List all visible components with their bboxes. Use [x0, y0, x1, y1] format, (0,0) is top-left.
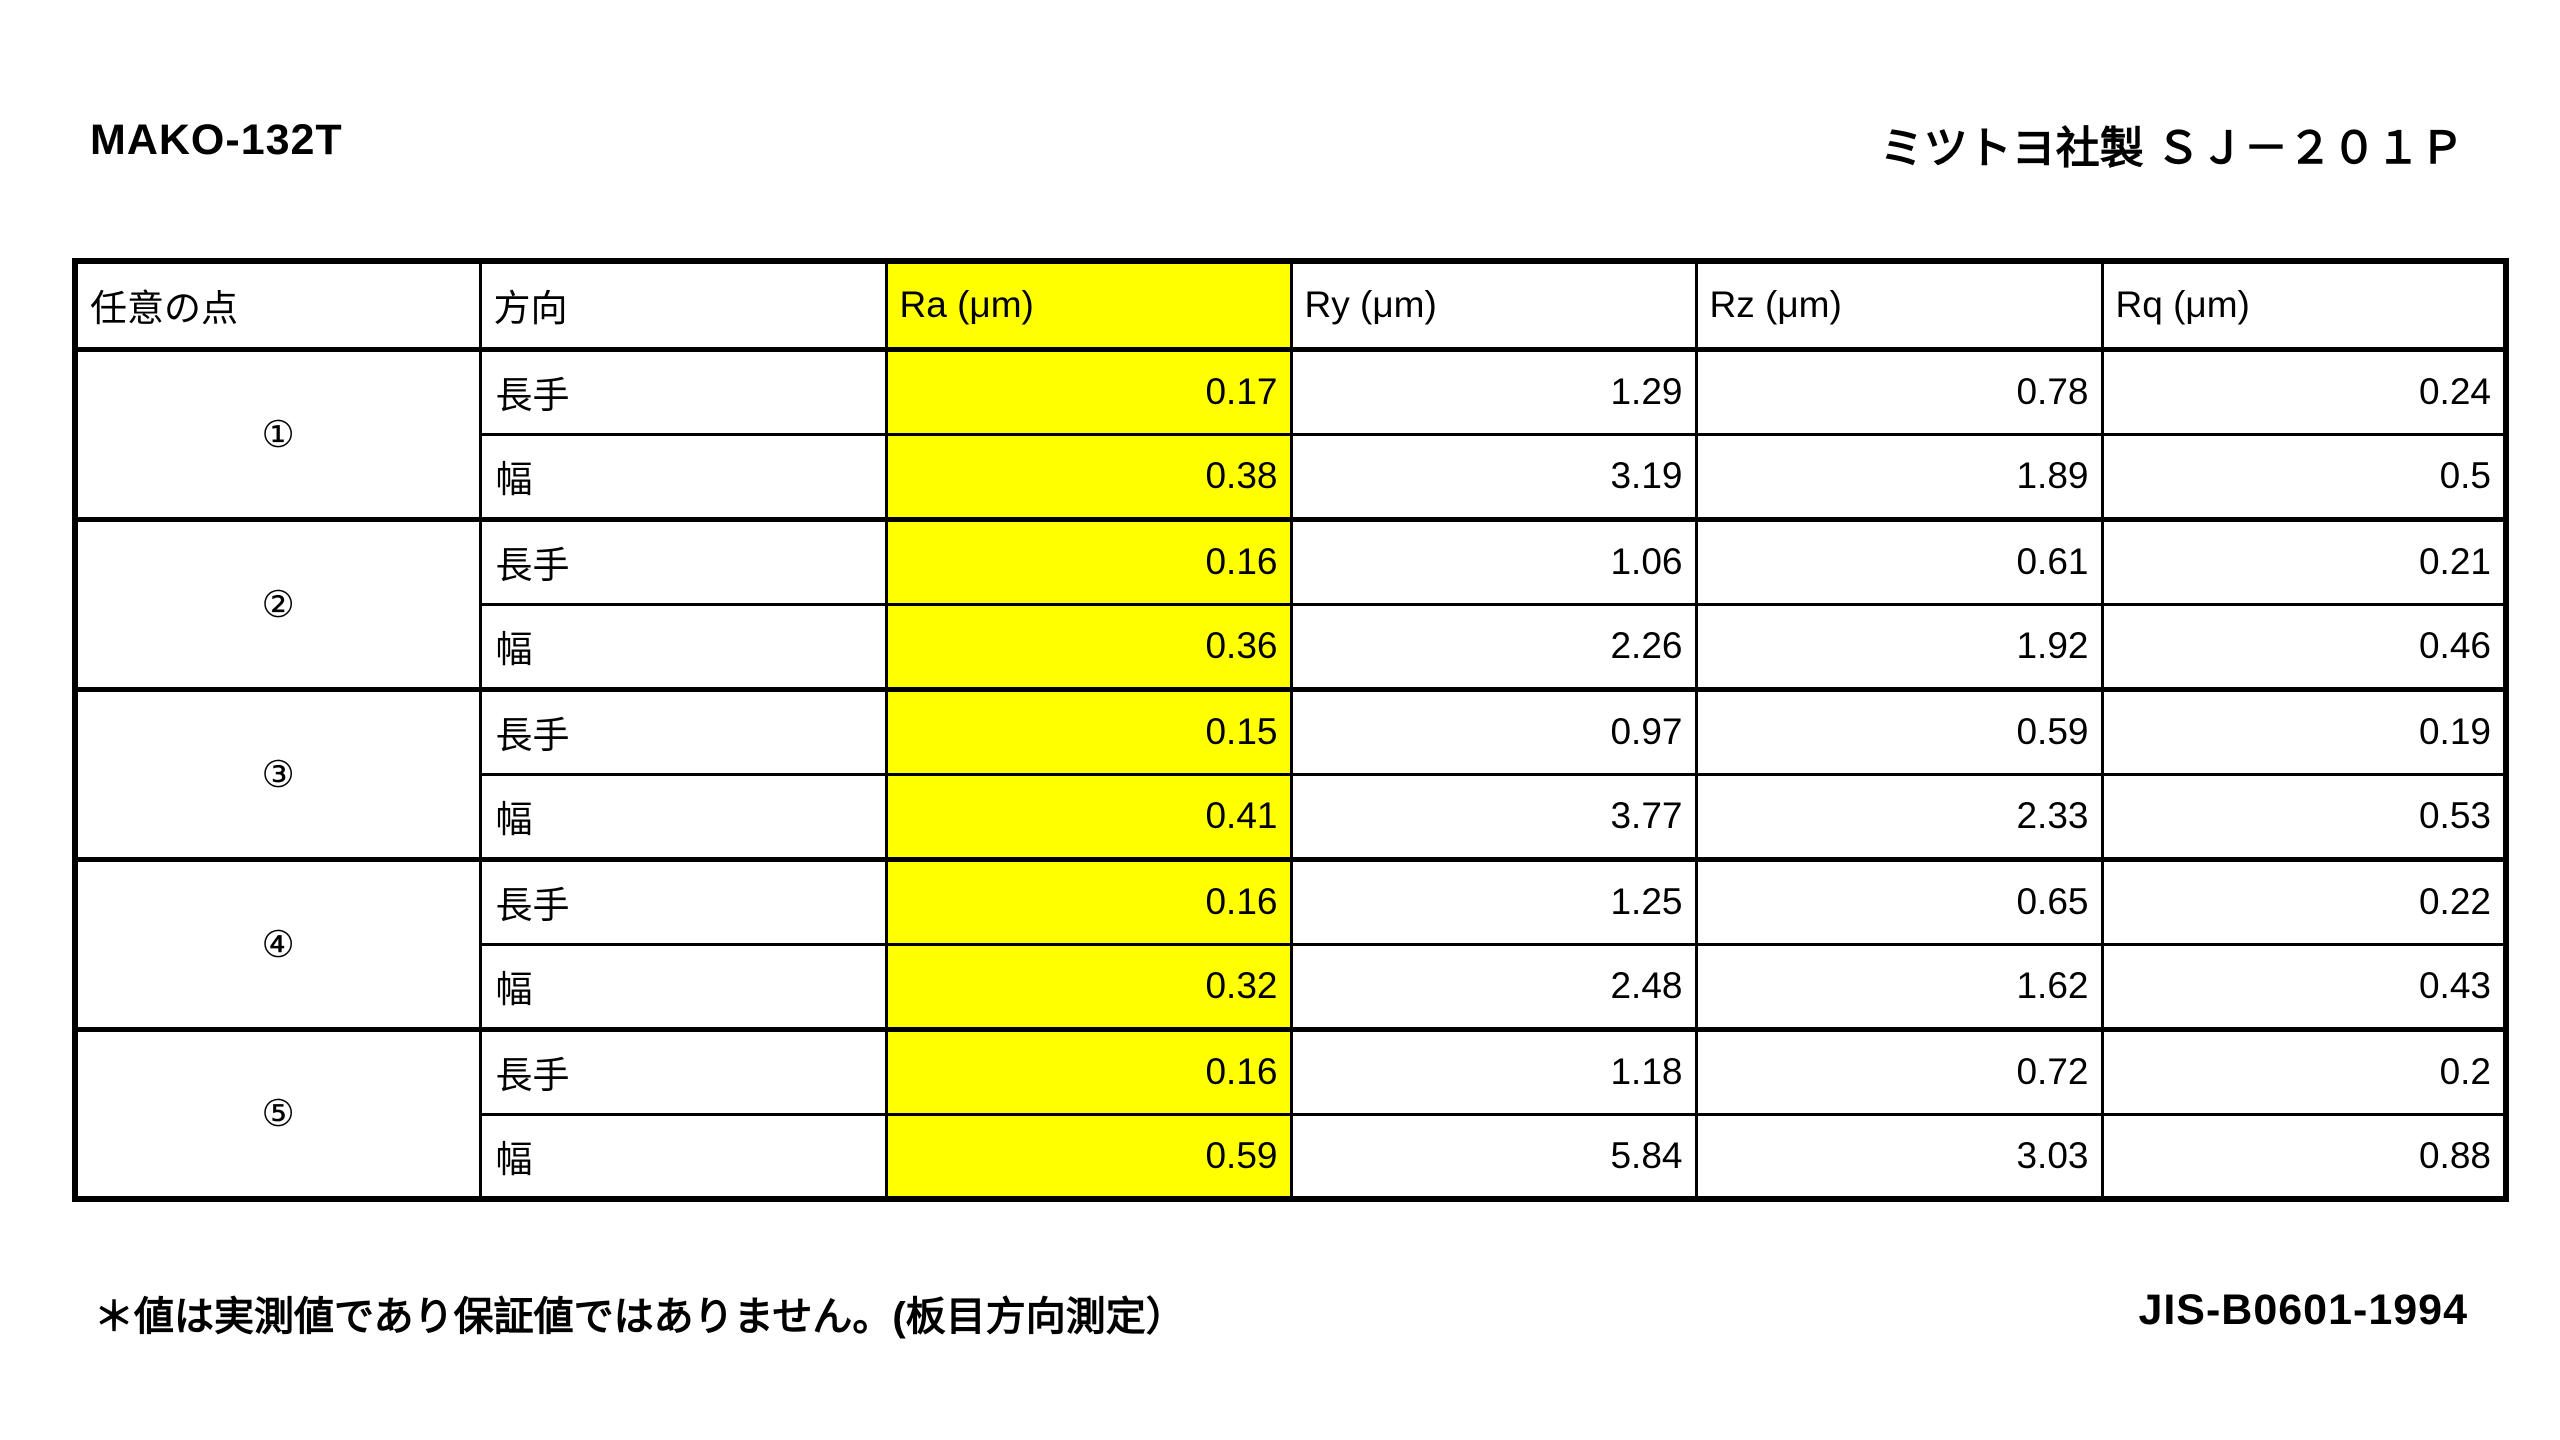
table-row: ③ 長手 0.15 0.97 0.59 0.19	[73, 686, 2508, 861]
table-header-row: 任意の点 方向 Ra (μm) Ry (μm) Rz (μm) Rq (μm)	[73, 259, 2508, 352]
direction-cell: 幅	[478, 602, 888, 691]
col-header-rz: Rz (μm)	[1694, 259, 2104, 352]
table-row: 幅 0.38 3.19 1.89 0.5	[75, 432, 2508, 521]
rq-cell: 0.88	[2100, 1112, 2508, 1201]
rz-cell: 1.92	[1694, 602, 2104, 691]
ry-cell: 1.25	[1289, 856, 1698, 946]
ra-cell: 0.15	[884, 686, 1293, 776]
rz-cell: 0.72	[1694, 1026, 2104, 1116]
direction-cell: 幅	[478, 1112, 888, 1201]
ry-cell: 1.29	[1289, 347, 1698, 436]
col-header-rq: Rq (μm)	[2100, 259, 2508, 352]
ry-cell: 2.26	[1289, 602, 1698, 691]
ry-cell: 1.06	[1289, 516, 1698, 606]
rz-cell: 1.89	[1694, 432, 2104, 521]
rz-cell: 3.03	[1694, 1112, 2104, 1201]
table-row: 幅 0.32 2.48 1.62 0.43	[75, 942, 2508, 1031]
point-cell: ⑤	[73, 1026, 482, 1201]
rq-cell: 0.46	[2100, 602, 2508, 691]
point-cell: ③	[73, 686, 482, 861]
table-row: ① 長手 0.17 1.29 0.78 0.24	[73, 347, 2508, 521]
direction-cell: 長手	[478, 516, 888, 606]
col-header-direction: 方向	[478, 259, 888, 352]
rz-cell: 1.62	[1694, 942, 2104, 1031]
direction-cell: 幅	[478, 772, 888, 861]
direction-cell: 幅	[478, 432, 888, 521]
rz-cell: 0.61	[1694, 516, 2104, 606]
rq-cell: 0.43	[2100, 942, 2508, 1031]
rq-cell: 0.22	[2100, 856, 2508, 946]
point-cell: ①	[73, 347, 482, 521]
ra-cell: 0.41	[884, 772, 1293, 861]
ra-cell: 0.32	[884, 942, 1293, 1031]
ry-cell: 1.18	[1289, 1026, 1698, 1116]
table-row: 幅 0.59 5.84 3.03 0.88	[75, 1112, 2508, 1201]
rq-cell: 0.19	[2100, 686, 2508, 776]
ra-cell: 0.16	[884, 1026, 1293, 1116]
table-row: 幅 0.41 3.77 2.33 0.53	[75, 772, 2508, 861]
roughness-table: 任意の点 方向 Ra (μm) Ry (μm) Rz (μm) Rq (μm) …	[72, 258, 2509, 1202]
rz-cell: 0.78	[1694, 347, 2104, 436]
instrument-title: ミツトヨ社製 ＳＪ－２０１Ｐ	[1879, 124, 2464, 173]
rz-cell: 2.33	[1694, 772, 2104, 861]
ra-cell: 0.59	[884, 1112, 1293, 1201]
table-row: ② 長手 0.16 1.06 0.61 0.21	[73, 516, 2508, 691]
direction-cell: 幅	[478, 942, 888, 1031]
point-cell: ④	[73, 856, 482, 1031]
product-title: MAKO-132T	[90, 116, 343, 164]
rq-cell: 0.5	[2100, 432, 2508, 521]
ra-cell: 0.17	[884, 347, 1293, 436]
col-header-point: 任意の点	[73, 259, 482, 352]
table-row: ④ 長手 0.16 1.25 0.65 0.22	[73, 856, 2508, 1031]
ry-cell: 5.84	[1289, 1112, 1698, 1201]
point-cell: ②	[73, 516, 482, 691]
ra-cell: 0.36	[884, 602, 1293, 691]
table-row: ⑤ 長手 0.16 1.18 0.72 0.2	[73, 1026, 2508, 1201]
direction-cell: 長手	[478, 856, 888, 946]
ry-cell: 3.19	[1289, 432, 1698, 521]
rz-cell: 0.65	[1694, 856, 2104, 946]
ry-cell: 2.48	[1289, 942, 1698, 1031]
ra-cell: 0.16	[884, 516, 1293, 606]
col-header-ry: Ry (μm)	[1289, 259, 1698, 352]
table-row: 幅 0.36 2.26 1.92 0.46	[75, 602, 2508, 691]
ry-cell: 0.97	[1289, 686, 1698, 776]
direction-cell: 長手	[478, 347, 888, 436]
rq-cell: 0.24	[2100, 347, 2508, 436]
rz-cell: 0.59	[1694, 686, 2104, 776]
jis-standard-label: JIS-B0601-1994	[2138, 1286, 2468, 1334]
col-header-ra: Ra (μm)	[884, 259, 1293, 352]
ra-cell: 0.38	[884, 432, 1293, 521]
direction-cell: 長手	[478, 1026, 888, 1116]
direction-cell: 長手	[478, 686, 888, 776]
rq-cell: 0.21	[2100, 516, 2508, 606]
ra-cell: 0.16	[884, 856, 1293, 946]
rq-cell: 0.2	[2100, 1026, 2508, 1116]
disclaimer-note: ＊値は実測値であり保証値ではありません。(板目方向測定）	[94, 1295, 1186, 1339]
rq-cell: 0.53	[2100, 772, 2508, 861]
ry-cell: 3.77	[1289, 772, 1698, 861]
